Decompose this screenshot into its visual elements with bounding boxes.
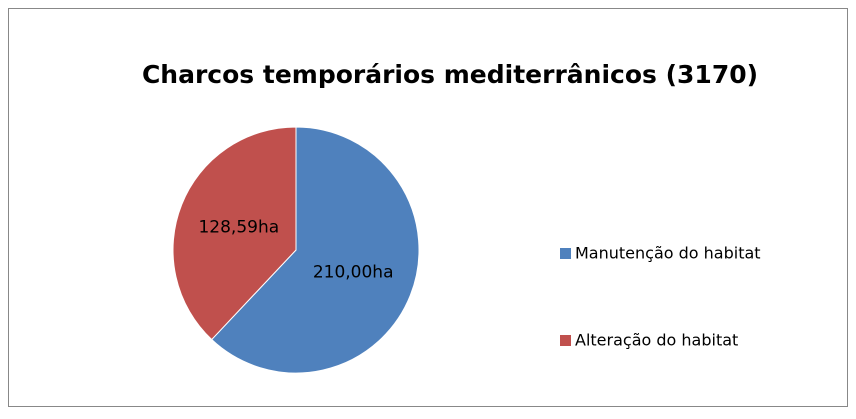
data-label: 128,59ha (198, 217, 279, 237)
legend-swatch (560, 335, 571, 346)
pie-slice (172, 126, 297, 341)
data-label: 210,00ha (313, 263, 394, 283)
pie-slice (210, 126, 420, 374)
legend-label: Manutenção do habitat (575, 244, 761, 263)
legend-label: Alteração do habitat (575, 331, 738, 350)
chart-title: Charcos temporários mediterrânicos (3170… (142, 60, 758, 89)
chart-border (8, 8, 848, 407)
legend-swatch (560, 248, 571, 259)
